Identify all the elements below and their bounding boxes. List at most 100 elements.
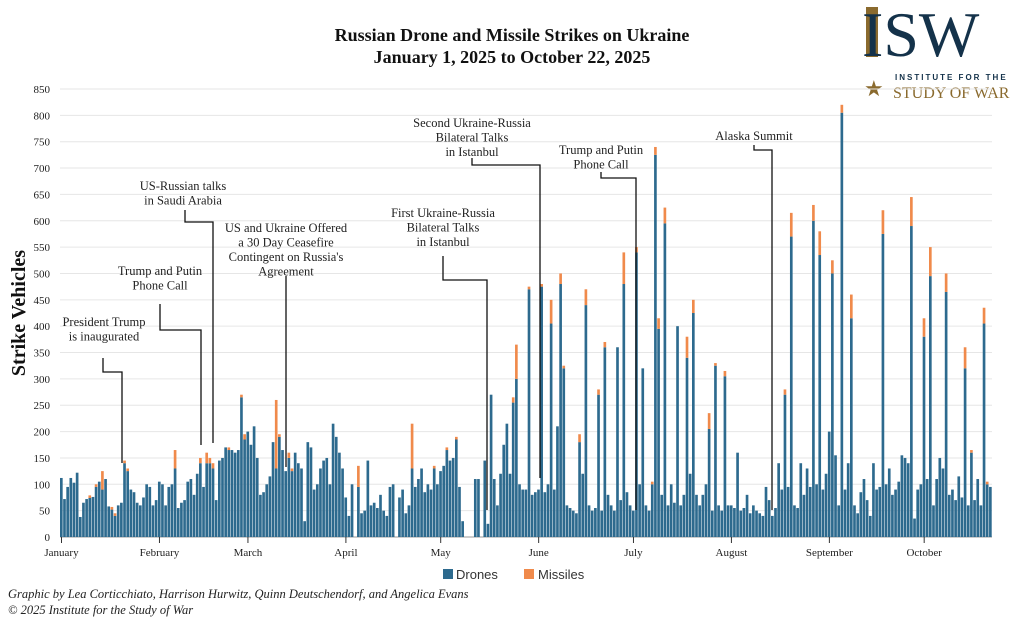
drone-bar [859,492,863,537]
drone-bar [129,489,133,537]
drone-bar [221,457,224,537]
drone-bar [688,473,692,537]
drone-bar [976,479,980,537]
annotation-text: Alaska Summit [715,129,793,143]
drone-bar [142,497,145,537]
drone-bar [534,492,537,537]
x-tick-label: February [140,547,180,559]
drone-bar [139,505,142,537]
drone-bar [290,471,294,537]
missile-bar [540,284,543,287]
drone-bar [429,489,433,537]
drone-bar [271,442,275,537]
missile-bar [654,146,657,155]
drone-bar [540,286,543,537]
drone-bar [717,505,720,537]
drone-bar [123,463,126,537]
drone-bar [461,521,464,537]
drone-bar [796,508,799,537]
drone-bar [78,516,82,537]
chart-subtitle: January 1, 2025 to October 22, 2025 [374,47,651,67]
drone-bar [145,484,148,537]
drone-bar [508,473,512,537]
missile-bar [278,434,281,437]
drone-bar [511,402,515,537]
drone-bar [69,477,73,537]
isw-logo: ISW ★ INSTITUTE FOR THE STUDY OF WAR [862,0,1010,102]
drone-bar [278,436,281,537]
y-tick-label: 350 [34,348,51,360]
missile-bar [663,207,667,224]
drone-bar [505,423,509,537]
annotation-text: Bilateral Talks [407,221,480,235]
drone-bar [347,515,351,537]
drone-bar [205,463,209,537]
annotation-text: President Trump [62,315,145,329]
drone-bar [957,476,961,537]
drone-bar [224,447,227,537]
missile-bar [515,344,518,379]
drone-bar [230,450,234,537]
drone-bar [887,468,891,537]
drone-bar [777,463,780,537]
drone-bar [331,423,335,537]
drone-bar [515,378,518,537]
logo-line1: INSTITUTE FOR THE [895,73,1008,82]
drone-bar [941,468,945,537]
drone-bar [666,505,670,537]
drone-bar [85,499,88,537]
annotation-text: Second Ukraine-Russia [413,116,531,130]
drone-bar [161,484,164,537]
missile-bar [685,336,689,358]
drone-bar [701,494,705,537]
drone-bar [432,468,436,537]
drone-bar [982,323,986,537]
missile-bar [929,247,932,277]
drone-bar [771,515,774,537]
annotation-text: in Istanbul [416,235,470,249]
drone-bar [884,484,888,537]
drone-bar [423,492,427,537]
drone-bar [733,508,736,537]
missile-bar [287,452,291,458]
drone-bar [116,505,120,537]
drone-bar [214,500,218,537]
drone-bar [350,484,354,537]
drone-bar [442,465,446,537]
drone-bar [524,489,528,537]
drone-bar [360,513,363,537]
drone-bar [764,486,768,537]
y-tick-label: 300 [34,374,51,386]
drone-bar [455,439,458,537]
drone-bar [919,484,923,537]
drone-bar [151,505,155,537]
drone-bar [211,468,215,537]
drone-bar [622,284,626,537]
drone-bar [559,284,562,537]
drone-bar [786,486,790,537]
drone-bar [281,450,284,537]
missile-bar [982,307,986,324]
missile-bar [211,463,215,469]
missile-bar [789,212,793,237]
drone-bar [698,505,701,537]
annotation-text: Contingent on Russia's [229,250,344,264]
annotation-text: Phone Call [132,279,188,293]
drone-bar [963,368,967,537]
drone-bar [496,505,499,537]
drone-bar [581,473,585,537]
drone-bar [789,236,793,537]
drone-bar [473,479,477,537]
drone-bar [710,510,714,537]
y-tick-label: 200 [34,427,51,439]
drone-bar [704,484,708,537]
drone-bar [407,505,411,537]
y-tick-label: 700 [34,163,51,175]
missile-bar [922,318,926,337]
drone-bar [758,513,762,537]
drone-bar [970,452,973,537]
drone-bar [287,457,291,537]
drone-bar [644,505,648,537]
